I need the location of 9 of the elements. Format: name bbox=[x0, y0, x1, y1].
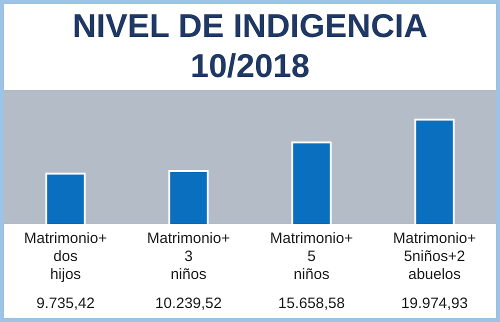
data-label: 9.735,42 bbox=[36, 295, 95, 312]
data-label: 15.658,58 bbox=[278, 295, 345, 312]
chart-title: NIVEL DE INDIGENCIA 10/2018 bbox=[71, 6, 429, 86]
x-tick-label: Matrimonio+ 3 niños bbox=[147, 230, 230, 284]
x-tick-label: Matrimonio+ 5 niños bbox=[270, 230, 354, 284]
data-label: 19.974,93 bbox=[401, 295, 468, 312]
x-tick-label: Matrimonio+ dos hijos bbox=[24, 230, 108, 284]
x-tick-label: Matrimonio+ 5niños+2 abuelos bbox=[393, 230, 476, 284]
data-label: 10.239,52 bbox=[155, 295, 222, 312]
